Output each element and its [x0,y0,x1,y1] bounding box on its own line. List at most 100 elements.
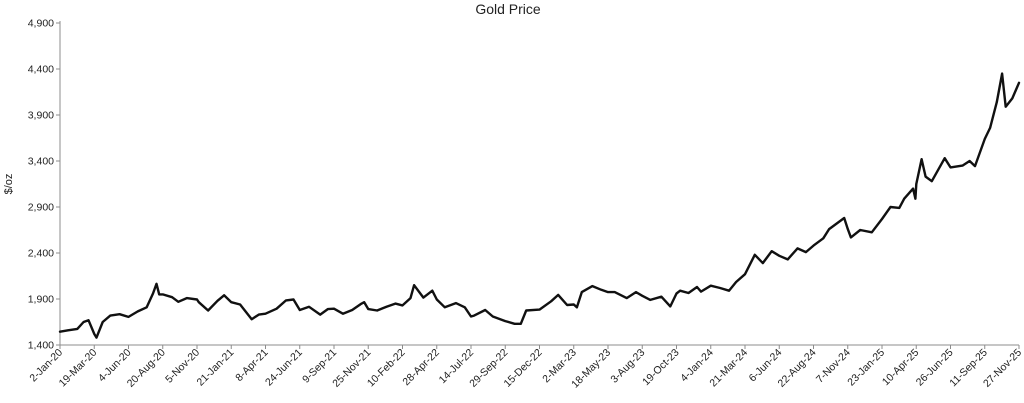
data-point [591,285,594,287]
data-point [822,237,825,240]
y-tick-label: 4,900 [28,18,54,30]
y-tick-label: 3,900 [28,110,54,122]
data-point [778,254,781,257]
y-tick-label: 3,400 [28,156,54,168]
data-point [136,310,139,313]
data-point [239,303,242,306]
x-tick-label: 21-Jan-21 [194,347,236,389]
data-point [625,297,628,299]
x-tick-label: 19-Oct-23 [640,347,682,389]
data-point [989,127,991,129]
data-point [744,273,746,276]
data-point [687,292,690,294]
data-point [87,319,90,322]
data-point [709,284,712,287]
data-point [850,236,852,239]
data-point [576,306,578,309]
data-point [145,306,148,309]
data-point [207,309,210,312]
data-point [285,299,287,302]
data-point [158,293,161,296]
data-point [435,298,438,301]
data-point [983,138,986,140]
data-point [319,313,322,316]
y-tick-label: 1,400 [28,340,54,352]
data-point [550,300,552,303]
data-point [491,315,494,318]
data-point [843,217,846,219]
x-tick-label: 19-Mar-20 [57,347,100,390]
data-point [223,294,226,297]
x-tick-label: 28-Apr-22 [400,347,442,389]
data-point [728,289,730,292]
data-point [566,304,568,306]
data-point [155,282,158,285]
data-point [351,309,354,311]
data-point [177,300,180,303]
axes [59,21,1019,346]
data-point [613,291,616,293]
y-tick-label: 2,400 [28,248,54,260]
data-point [93,333,96,335]
x-tick-label: 10-Feb-22 [365,347,408,390]
data-point [679,289,681,292]
data-point [898,207,901,209]
data-point [385,305,388,308]
data-point [197,301,200,304]
data-point [753,253,756,256]
data-point [719,287,721,289]
data-point [413,284,415,287]
x-tick-label: 23-Jan-25 [845,347,887,389]
data-point [930,180,933,183]
y-tick-label: 1,900 [28,294,54,306]
x-tick-label: 24-Jun-21 [263,347,305,389]
data-point [675,292,678,295]
data-point [641,294,644,297]
data-point [443,306,446,309]
data-point [812,244,815,247]
data-point [770,250,773,253]
data-point [152,292,154,295]
data-point [333,307,335,310]
data-point [250,318,253,321]
data-point [607,291,609,293]
y-axis-label: $/oz [3,174,15,195]
data-point [216,299,219,302]
data-point [363,301,366,304]
data-point [342,312,344,315]
data-point [504,320,507,322]
series-group [58,72,1021,339]
data-point [805,251,807,254]
data-point [308,305,310,308]
data-point [59,330,61,333]
data-point [326,308,329,310]
data-point [394,302,397,305]
data-point [76,328,79,330]
data-point [455,302,457,304]
data-point [538,308,541,311]
data-point [431,289,434,292]
data-point [1004,105,1007,108]
data-point [870,231,873,234]
data-point [127,316,130,318]
data-point [915,183,918,185]
data-point [463,306,466,309]
data-point [961,164,964,167]
data-point [828,228,830,231]
data-point [422,296,425,299]
x-tick-label: 21-Mar-24 [707,347,750,390]
data-point [359,303,362,305]
data-point [292,298,295,301]
data-point [161,293,164,296]
data-point [700,290,702,293]
data-point [185,297,188,299]
data-point [635,291,637,293]
data-point [796,247,799,250]
chart-title: Gold Price [475,1,541,17]
data-point [889,206,892,208]
data-point [903,197,906,200]
data-point [196,298,198,301]
data-point [660,295,663,298]
